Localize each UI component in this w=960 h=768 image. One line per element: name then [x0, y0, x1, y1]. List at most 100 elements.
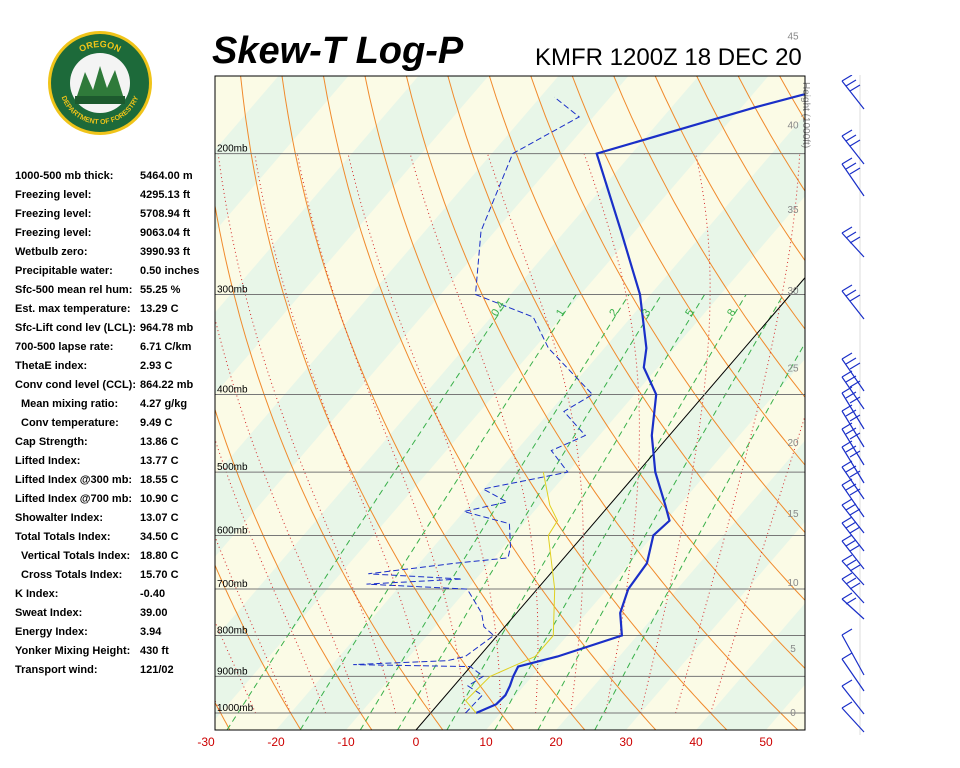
- moist-adiabat: [640, 153, 711, 714]
- wind-barb: [841, 460, 865, 500]
- wind-barb-shape: [841, 679, 865, 715]
- wind-barb-shape: [841, 554, 865, 586]
- stat-value: 4295.13 ft: [140, 189, 191, 201]
- wind-barb-shape: [841, 572, 865, 604]
- stat-value: 15.70 C: [140, 569, 179, 581]
- x-tick-label: 30: [619, 735, 633, 749]
- stat-value: 6.71 C/km: [140, 341, 192, 353]
- dry-adiabat: [215, 701, 231, 730]
- isotherm-band: [215, 76, 489, 394]
- x-tick-label: -10: [337, 735, 355, 749]
- pressure-label: 700mb: [217, 579, 248, 590]
- stat-label: Precipitable water:: [15, 265, 113, 277]
- stat-value: 2.93 C: [140, 360, 173, 372]
- plot-frame: [214, 75, 806, 731]
- stat-row: Sfc-500 mean rel hum: 55.25 %: [15, 282, 215, 301]
- x-tick-label: 20: [549, 735, 563, 749]
- station-time-subtitle: KMFR 1200Z 18 DEC 20: [535, 44, 802, 71]
- wind-barb-shape: [841, 628, 865, 676]
- stat-row: 700-500 lapse rate: 6.71 C/km: [15, 339, 215, 358]
- wind-barb-shape: [841, 422, 865, 466]
- stat-value: 39.00: [140, 607, 168, 619]
- wind-barb-shape: [841, 75, 865, 110]
- wind-barb: [841, 534, 865, 570]
- isotherm-band: [276, 114, 805, 730]
- dry-adiabat: [447, 76, 805, 670]
- stat-row: Conv cond level (CCL): 864.22 mb: [15, 377, 215, 396]
- stat-value: 18.55 C: [140, 474, 179, 486]
- stat-label: Yonker Mixing Height:: [15, 645, 131, 657]
- wind-barb: [841, 386, 865, 430]
- dry-adiabat: [571, 76, 805, 466]
- stat-label: Lifted Index:: [15, 455, 81, 467]
- height-tick-label: 5: [790, 644, 796, 655]
- stat-label: Freezing level:: [15, 208, 92, 220]
- stat-label: Wetbulb zero:: [15, 246, 88, 258]
- pressure-label: 200mb: [217, 144, 248, 155]
- stat-label: Lifted Index @700 mb:: [15, 493, 133, 505]
- wind-barb: [841, 404, 865, 448]
- x-tick-label: 50: [759, 735, 773, 749]
- wind-barb: [841, 516, 865, 552]
- x-tick-label: -20: [267, 735, 285, 749]
- dry-adiabat: [405, 76, 799, 730]
- stat-label: Est. max temperature:: [15, 303, 131, 315]
- wind-barb: [841, 701, 865, 733]
- stat-row: Precipitable water: 0.50 inches: [15, 263, 215, 282]
- stat-label: Sfc-500 mean rel hum:: [15, 284, 133, 296]
- stat-value: -0.40: [140, 588, 166, 600]
- pressure-label: 500mb: [217, 462, 248, 473]
- mixing-ratio-line: [537, 294, 784, 730]
- mixing-ratio-line: [494, 294, 747, 730]
- dry-adiabat: [904, 76, 960, 730]
- height-tick-label: 10: [787, 578, 799, 589]
- wind-barb: [841, 157, 865, 197]
- stat-value: 34.50 C: [140, 531, 179, 543]
- temperature-line: [475, 92, 805, 715]
- plot-area: [215, 76, 960, 730]
- stat-label: ThetaE index:: [15, 360, 88, 372]
- stat-row: Sfc-Lift cond lev (LCL): 964.78 mb: [15, 320, 215, 339]
- wind-barb: [841, 422, 865, 466]
- height-tick-label: 15: [787, 509, 799, 520]
- stat-label: Cap Strength:: [15, 436, 88, 448]
- mixing-ratio-label: 5: [683, 307, 696, 319]
- mixing-ratio-label: 1: [554, 307, 567, 319]
- wind-barb-shape: [841, 352, 865, 392]
- stat-label: 1000-500 mb thick:: [15, 170, 114, 182]
- wind-barb: [841, 440, 865, 484]
- dry-adiabat: [364, 76, 728, 730]
- mixing-ratio-label: 2: [607, 307, 620, 319]
- dry-adiabat: [215, 407, 373, 730]
- stat-row: ThetaE index: 2.93 C: [15, 358, 215, 377]
- stats-panel: 1000-500 mb thick: 5464.00 m Freezing leve…: [15, 168, 215, 681]
- wind-barb-shape: [841, 284, 865, 320]
- zero-isotherm: [415, 276, 805, 730]
- isotherm-band: [215, 76, 769, 720]
- mixing-ratio-line: [397, 294, 663, 730]
- wind-barb: [841, 679, 865, 715]
- dry-adiabat: [946, 76, 960, 730]
- dry-adiabat: [613, 76, 805, 398]
- stat-value: 9063.04 ft: [140, 227, 191, 239]
- height-tick-label: 30: [787, 286, 799, 297]
- height-tick-label: 35: [787, 205, 799, 216]
- wind-barb-shape: [841, 370, 865, 410]
- dry-adiabat: [215, 203, 444, 730]
- height-tick-label: 40: [787, 120, 799, 131]
- dry-adiabat: [530, 76, 805, 534]
- wind-barb: [841, 652, 865, 692]
- dry-adiabat: [240, 76, 515, 730]
- pressure-label: 400mb: [217, 385, 248, 396]
- mixing-ratio-line: [594, 342, 805, 730]
- stat-row: Sweat Index: 39.00: [15, 605, 215, 624]
- isotherm-band: [556, 440, 805, 730]
- x-tick-label: 10: [479, 735, 493, 749]
- wind-barb-shape: [841, 440, 865, 484]
- stat-row: Yonker Mixing Height: 430 ft: [15, 643, 215, 662]
- svg-text:OREGON: OREGON: [77, 39, 122, 54]
- wind-barb: [841, 284, 865, 320]
- isotherm-band: [696, 603, 805, 730]
- wind-barb: [841, 554, 865, 586]
- stat-value: 55.25 %: [140, 284, 181, 296]
